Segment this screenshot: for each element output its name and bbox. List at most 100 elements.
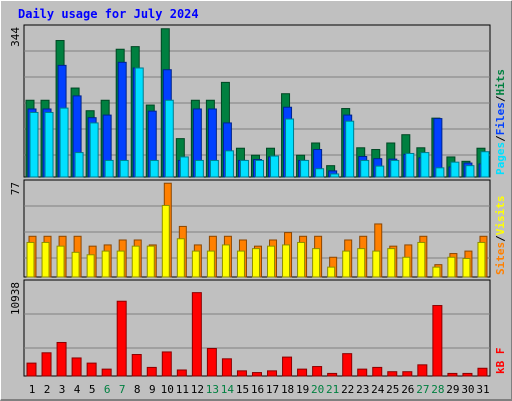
bar-kbytes-day-22 [342,353,353,377]
bar-pages-day-19 [300,159,310,178]
x-tick-label-26: 26 [401,383,414,396]
bar-kbytes-day-17 [267,370,278,377]
bar-kbytes-day-16 [251,372,262,377]
bar-kbytes-day-7 [116,300,127,377]
bar-visits-day-20 [312,248,321,278]
bar-visits-day-19 [297,241,306,278]
bar-visits-day-4 [71,251,80,278]
y-max-label: 344 [9,27,22,47]
bar-kbytes-day-9 [146,366,157,377]
bar-pages-day-24 [375,165,385,178]
bar-visits-day-27 [417,241,426,278]
bar-pages-day-15 [239,159,249,178]
bar-kbytes-day-27 [417,364,428,377]
bar-kbytes-day-11 [176,369,187,377]
bar-kbytes-day-10 [161,351,172,377]
x-tick-label-10: 10 [161,383,174,396]
bar-kbytes-day-23 [357,368,368,377]
x-tick-label-7: 7 [119,383,126,396]
bar-pages-day-18 [285,118,295,178]
bar-pages-day-21 [330,173,340,178]
y-max-label: 77 [9,182,22,195]
bar-visits-day-16 [251,248,260,278]
bar-visits-day-18 [282,244,291,278]
bar-pages-day-13 [209,159,219,178]
plot-panel-bottom [23,279,491,377]
legend-entry: / [494,135,507,142]
x-tick-label-18: 18 [281,383,294,396]
legend-entry: Sites [494,242,507,275]
bar-visits-day-31 [477,241,486,278]
bar-kbytes-day-30 [462,372,473,377]
x-tick-label-23: 23 [356,383,369,396]
bar-kbytes-day-29 [447,372,458,377]
bar-kbytes-day-6 [101,368,112,377]
bar-visits-day-23 [357,248,366,278]
x-tick-label-31: 31 [476,383,489,396]
bar-visits-day-21 [327,266,336,278]
bar-visits-day-7 [116,250,125,278]
bar-visits-day-8 [131,245,140,278]
legend-entry: / [494,95,507,102]
legend-entry: Hits [494,69,507,96]
legend-entry: Visits [494,196,507,236]
x-tick-label-28: 28 [431,383,444,396]
legend-entry: Pages [494,142,507,175]
bar-pages-day-9 [149,159,159,178]
x-tick-label-3: 3 [59,383,66,396]
bar-visits-day-22 [342,250,351,278]
legend-entry: / [494,235,507,242]
bar-visits-day-17 [267,245,276,278]
bar-kbytes-day-2 [41,352,52,377]
bar-visits-day-3 [56,245,65,278]
bar-kbytes-day-21 [327,372,338,377]
bar-kbytes-day-13 [206,347,217,377]
bar-visits-day-11 [176,238,185,278]
bar-visits-day-30 [462,257,471,278]
bar-pages-day-28 [435,167,445,178]
x-tick-label-2: 2 [44,383,51,396]
bar-pages-day-4 [74,152,84,178]
bar-visits-day-14 [221,244,230,278]
chart-title: Daily usage for July 2024 [18,7,199,21]
bar-visits-day-6 [101,250,110,278]
bar-pages-day-1 [29,111,39,178]
x-tick-label-8: 8 [134,383,141,396]
x-tick-label-22: 22 [341,383,354,396]
x-tick-label-21: 21 [326,383,339,396]
x-tick-label-6: 6 [104,383,111,396]
bar-pages-day-27 [420,152,430,178]
bar-visits-day-10 [161,204,170,278]
x-tick-label-20: 20 [311,383,324,396]
bar-pages-day-16 [254,159,264,178]
x-tick-label-27: 27 [416,383,429,396]
bar-visits-day-28 [432,266,441,278]
bar-visits-day-15 [236,250,245,278]
bar-kbytes-day-1 [26,362,37,377]
bar-kbytes-day-5 [86,362,97,377]
legend-top: Pages/Files/Hits [494,69,507,175]
bar-kbytes-day-12 [191,292,202,377]
bar-kbytes-day-3 [56,341,67,377]
legend-entry: kB F [494,348,507,375]
x-tick-label-9: 9 [149,383,156,396]
legend-bottom: kB F [494,348,507,375]
bar-pages-day-6 [104,159,114,178]
bar-pages-day-11 [179,156,189,178]
bar-pages-day-7 [119,159,129,178]
x-tick-label-4: 4 [74,383,81,396]
bar-kbytes-day-28 [432,305,443,377]
x-tick-label-5: 5 [89,383,96,396]
bar-visits-day-13 [206,250,215,278]
bar-visits-day-9 [146,245,155,278]
legend-middle: Sites/Visits [494,196,507,276]
bar-files-day-7 [117,61,127,178]
bar-pages-day-23 [360,159,370,178]
bar-pages-day-17 [270,155,280,178]
bar-pages-day-2 [44,111,54,178]
bar-kbytes-day-15 [236,370,247,377]
bar-visits-day-5 [86,254,95,278]
x-tick-label-13: 13 [206,383,219,396]
bar-pages-day-22 [345,120,355,178]
y-max-label: 10938 [9,282,22,315]
